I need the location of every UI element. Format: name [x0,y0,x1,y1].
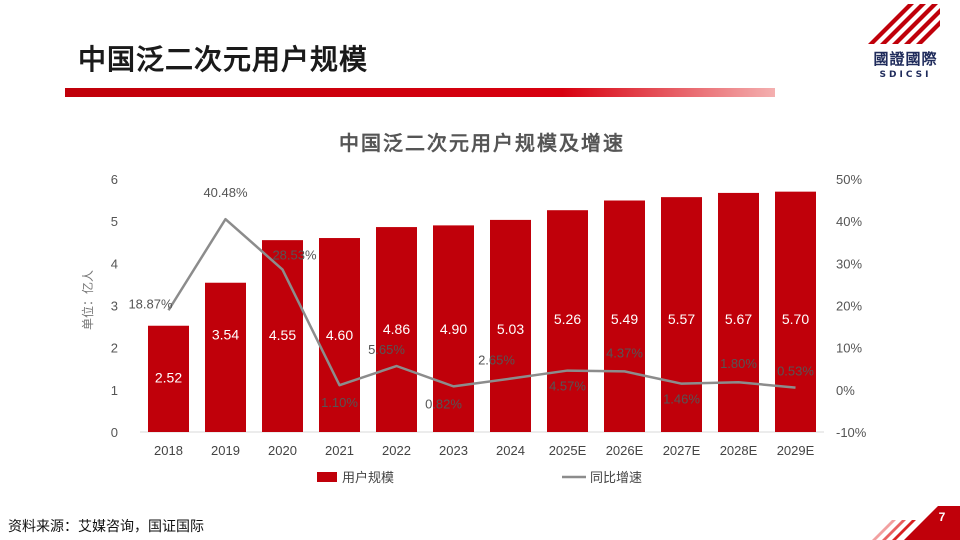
source-note: 资料来源：艾媒咨询，国证国际 [8,519,204,535]
bar [148,325,189,432]
bar-value-label: 4.90 [440,321,467,337]
y-tick-label: 0 [111,425,118,440]
x-tick-label: 2027E [663,443,701,458]
y2-tick-label: 20% [836,299,862,314]
bar-value-label: 4.55 [269,327,296,343]
bar-value-label: 5.26 [554,311,581,327]
bar-value-label: 2.52 [155,370,182,386]
y-tick-label: 6 [111,172,118,187]
y-tick-label: 1 [111,383,118,398]
bar [661,197,702,432]
chart-title: 中国泛二次元用户规模及增速 [339,131,625,155]
page-title: 中国泛二次元用户规模 [78,43,369,76]
line-value-label: 28.53% [272,248,317,263]
x-tick-label: 2020 [268,443,297,458]
line-value-label: 1.10% [321,395,358,410]
logo-name-cn: 國證國際 [873,50,938,68]
line-value-label: 0.82% [425,396,462,411]
x-tick-label: 2026E [606,443,644,458]
line-value-label: 2.65% [478,353,515,368]
x-tick-label: 2023 [439,443,468,458]
y2-tick-label: -10% [836,425,867,440]
legend-label: 同比增速 [590,471,642,486]
bar-value-label: 5.67 [725,311,752,327]
x-tick-label: 2019 [211,443,240,458]
bar-value-label: 3.54 [212,327,239,343]
page-number-stripes-icon [872,506,960,540]
bar [490,219,531,432]
line-value-label: 1.80% [720,356,757,371]
x-tick-label: 2018 [154,443,183,458]
y2-tick-label: 30% [836,256,862,271]
bar-value-label: 5.70 [782,311,809,327]
x-tick-label: 2021 [325,443,354,458]
line-value-label: 40.48% [203,185,248,200]
bar-value-label: 5.57 [668,311,695,327]
page-number: 7 [938,510,946,524]
y-tick-label: 3 [111,299,118,314]
logo-stripes-icon [868,4,940,44]
bar-value-label: 4.86 [383,321,410,337]
y-tick-label: 2 [111,341,118,356]
bar [205,282,246,432]
legend-swatch-bar [317,472,337,482]
y2-tick-label: 50% [836,172,862,187]
x-tick-label: 2024 [496,443,525,458]
line-value-label: 4.37% [606,345,643,360]
bar [547,210,588,432]
logo-name-en: SDICSI [879,70,932,80]
line-value-label: 4.57% [549,379,586,394]
y-tick-label: 5 [111,214,118,229]
y-axis-title: 单位：亿人 [80,270,95,330]
x-tick-label: 2022 [382,443,411,458]
bar [433,225,474,432]
line-value-label: 18.87% [128,296,173,311]
x-tick-label: 2029E [777,443,815,458]
title-underline [65,88,775,97]
bar [604,200,645,432]
bar [376,227,417,432]
bar [718,192,759,432]
x-tick-label: 2025E [549,443,587,458]
bar-value-label: 4.60 [326,327,353,343]
growth-line [167,217,796,389]
y2-tick-label: 0% [836,383,855,398]
bar-value-label: 5.49 [611,311,638,327]
bar [775,191,816,432]
line-value-label: 1.46% [663,392,700,407]
legend-label: 用户规模 [342,470,394,486]
x-tick-label: 2028E [720,443,758,458]
y2-tick-label: 40% [836,214,862,229]
y-tick-label: 4 [111,256,118,271]
y2-tick-label: 10% [836,341,862,356]
bar [319,238,360,432]
bar-value-label: 5.03 [497,321,524,337]
line-value-label: 0.53% [777,364,814,379]
line-value-label: 5.65% [368,342,405,357]
